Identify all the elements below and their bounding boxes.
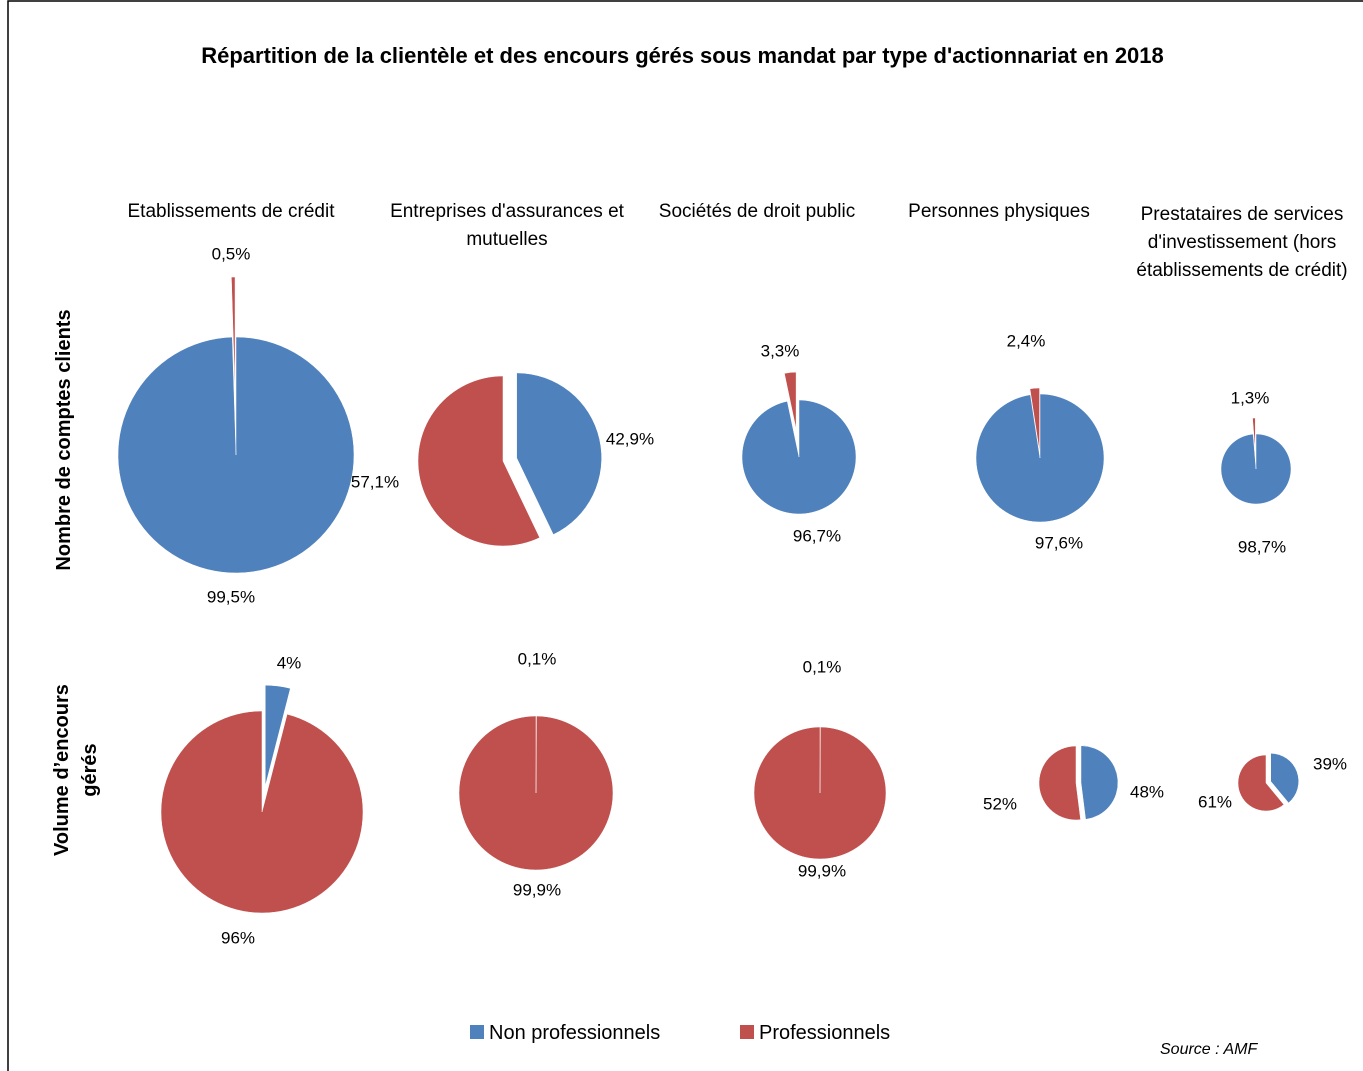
pie-slice <box>117 336 355 574</box>
legend-label: Professionnels <box>759 1022 891 1044</box>
data-label: 1,3% <box>1231 388 1270 407</box>
data-label: 97,6% <box>1035 533 1083 552</box>
frame <box>7 0 1363 1071</box>
pie-slice <box>1252 417 1256 454</box>
data-label: 99,5% <box>207 587 255 606</box>
data-label: 98,7% <box>1238 537 1286 556</box>
legend-swatch <box>740 1025 754 1039</box>
pie-slice <box>1029 387 1040 453</box>
data-label: 99,9% <box>798 861 846 880</box>
pie-slice <box>458 715 614 871</box>
column-header: Prestataires de services d'investissemen… <box>1136 204 1348 281</box>
source: Source : AMF <box>1160 1041 1258 1058</box>
pie-slice <box>265 684 291 787</box>
data-label: 4% <box>277 653 302 672</box>
data-label: 61% <box>1198 792 1232 811</box>
data-label: 2,4% <box>1007 331 1046 350</box>
pie-slice <box>1270 753 1299 804</box>
row-label: Volume d’encours gérés <box>51 684 101 856</box>
pie-slice <box>231 276 236 396</box>
pie-slice <box>1237 754 1285 812</box>
legend-item: Non professionnels <box>470 1022 660 1045</box>
data-label: 3,3% <box>761 341 800 360</box>
pie-slice <box>1038 745 1081 821</box>
data-label: 0,1% <box>803 657 842 676</box>
data-label: 96% <box>221 928 255 947</box>
column-header: Entreprises d'assurances et mutuelles <box>390 201 624 250</box>
legend-item: Professionnels <box>740 1022 890 1045</box>
pie-slice <box>160 710 364 914</box>
pie-slice <box>516 372 602 535</box>
column-header: Personnes physiques <box>908 201 1090 222</box>
pie-slice <box>975 393 1105 523</box>
pie-slice <box>753 726 887 860</box>
column-header: Etablissements de crédit <box>127 201 335 222</box>
chart-title: Répartition de la clientèle et des encou… <box>201 43 1164 68</box>
data-label: 48% <box>1130 782 1164 801</box>
data-label: 42,9% <box>606 429 654 448</box>
pie-slice <box>741 399 857 515</box>
legend-swatch <box>470 1025 484 1039</box>
pie-slice <box>1080 745 1119 820</box>
data-label: 99,9% <box>513 880 561 899</box>
data-label: 0,5% <box>212 244 251 263</box>
pie-slice <box>417 375 541 547</box>
data-label: 52% <box>983 794 1017 813</box>
data-label: 39% <box>1313 754 1347 773</box>
data-label: 57,1% <box>351 472 399 491</box>
legend-label: Non professionnels <box>489 1022 661 1044</box>
row-label: Nombre de comptes clients <box>53 309 75 571</box>
pie-slice <box>784 371 797 430</box>
column-header: Sociétés de droit public <box>658 201 856 222</box>
pie-slice <box>1220 433 1292 505</box>
data-label: 96,7% <box>793 526 841 545</box>
data-label: 0,1% <box>518 649 557 668</box>
